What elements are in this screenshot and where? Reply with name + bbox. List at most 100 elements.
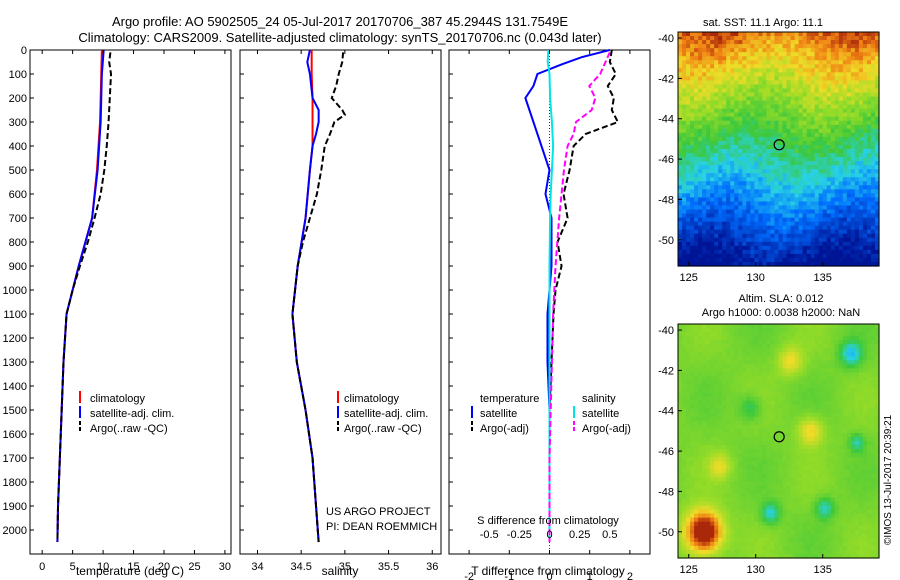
heatmap-cell — [818, 261, 824, 267]
heatmap-cell — [678, 52, 683, 57]
heatmap-cell — [754, 48, 759, 53]
heatmap-cell — [846, 169, 852, 174]
heatmap-cell — [786, 153, 792, 158]
heatmap-cell — [870, 165, 876, 170]
heatmap-cell — [846, 161, 852, 166]
heatmap-cell — [738, 201, 743, 207]
heatmap-cell — [858, 253, 864, 259]
heatmap-cell — [866, 60, 872, 65]
heatmap-cell — [862, 124, 868, 130]
heatmap-cell — [690, 177, 695, 182]
heatmap-cell — [686, 169, 691, 174]
heatmap-cell — [850, 324, 856, 329]
heatmap-cell — [694, 473, 699, 478]
heatmap-cell — [782, 257, 788, 263]
heatmap-cell — [782, 149, 788, 154]
heatmap-cell — [694, 457, 699, 462]
heatmap-cell — [858, 36, 864, 41]
heatmap-cell — [750, 181, 755, 186]
heatmap-cell — [702, 68, 707, 73]
heatmap-cell — [874, 76, 880, 82]
heatmap-cell — [754, 52, 759, 57]
heatmap-cell — [738, 449, 743, 454]
heatmap-cell — [810, 205, 816, 211]
heatmap-cell — [846, 40, 852, 45]
heatmap-cell — [726, 465, 731, 470]
heatmap-cell — [866, 157, 872, 162]
heatmap-cell — [802, 356, 808, 361]
heatmap-cell — [862, 465, 868, 470]
heatmap-cell — [870, 441, 876, 446]
heatmap-cell — [762, 149, 768, 154]
heatmap-cell — [774, 52, 780, 57]
heatmap-cell — [838, 376, 844, 382]
heatmap-cell — [690, 420, 695, 426]
heatmap-cell — [746, 436, 751, 442]
heatmap-cell — [754, 153, 759, 158]
heatmap-cell — [806, 348, 812, 353]
heatmap-cell — [802, 201, 808, 207]
heatmap-cell — [730, 209, 735, 215]
heatmap-cell — [678, 193, 683, 199]
heatmap-cell — [726, 233, 731, 239]
heatmap-cell — [746, 445, 751, 450]
heatmap-cell — [690, 189, 695, 194]
heatmap-cell — [730, 32, 735, 37]
heatmap-cell — [866, 408, 872, 414]
heatmap-cell — [730, 128, 735, 134]
heatmap-cell — [750, 209, 755, 215]
heatmap-cell — [742, 412, 747, 418]
heatmap-cell — [874, 165, 880, 170]
heatmap-cell — [806, 84, 812, 90]
heatmap-cell — [742, 100, 747, 106]
heatmap-cell — [810, 241, 816, 247]
heatmap-cell — [706, 88, 711, 94]
heatmap-cell — [722, 36, 727, 41]
heatmap-cell — [706, 453, 711, 458]
heatmap-cell — [694, 400, 699, 406]
heatmap-cell — [850, 181, 856, 186]
heatmap-cell — [858, 380, 864, 386]
heatmap-cell — [822, 445, 828, 450]
heatmap-cell — [786, 364, 792, 369]
heatmap-cell — [774, 416, 780, 422]
heatmap-cell — [846, 432, 852, 438]
heatmap-cell — [702, 173, 707, 178]
heatmap-cell — [678, 112, 683, 118]
heatmap-cell — [806, 157, 812, 162]
heatmap-cell — [734, 416, 739, 422]
heatmap-cell — [762, 257, 768, 263]
heatmap-cell — [750, 68, 755, 73]
heatmap-cell — [702, 193, 707, 199]
heatmap-cell — [766, 64, 772, 69]
heatmap-cell — [838, 68, 844, 73]
heatmap-cell — [830, 404, 836, 410]
heatmap-cell — [834, 104, 840, 110]
heatmap-cell — [770, 324, 776, 329]
heatmap-cell — [850, 465, 856, 470]
heatmap-cell — [870, 144, 876, 150]
heatmap-cell — [774, 221, 780, 227]
heatmap-cell — [814, 116, 820, 122]
heatmap-cell — [830, 153, 836, 158]
heatmap-cell — [678, 213, 683, 219]
heatmap-cell — [858, 436, 864, 442]
heatmap-cell — [822, 144, 828, 150]
heatmap-cell — [750, 92, 755, 98]
heatmap-cell — [858, 185, 864, 190]
heatmap-cell — [726, 372, 731, 378]
heatmap-cell — [874, 72, 880, 77]
heatmap-cell — [706, 404, 711, 410]
heatmap-cell — [734, 424, 739, 430]
heatmap-cell — [802, 44, 808, 49]
heatmap-cell — [774, 233, 780, 239]
heatmap-cell — [874, 177, 880, 182]
heatmap-cell — [770, 388, 776, 394]
heatmap-cell — [798, 185, 804, 190]
heatmap-cell — [726, 136, 731, 142]
heatmap-cell — [710, 364, 715, 369]
heatmap-cell — [830, 352, 836, 357]
heatmap-cell — [686, 372, 691, 378]
heatmap-cell — [714, 132, 719, 138]
heatmap-cell — [770, 392, 776, 398]
